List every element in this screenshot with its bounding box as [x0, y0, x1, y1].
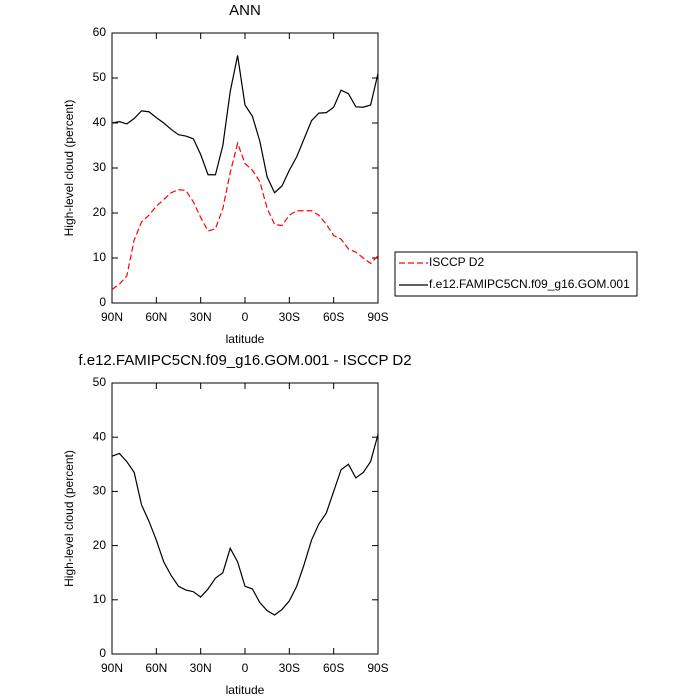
- x-tick-label: 30N: [190, 310, 212, 324]
- series-line: [111, 55, 379, 194]
- y-tick-label: 20: [93, 538, 107, 552]
- y-tick-label: 30: [93, 484, 107, 498]
- legend-box: [394, 251, 638, 297]
- y-tick-label: 0: [99, 646, 106, 660]
- chart-title: ANN: [229, 2, 261, 19]
- y-tick-label: 10: [93, 592, 107, 606]
- y-tick-label: 40: [93, 429, 107, 443]
- x-tick-label: 60N: [145, 661, 167, 675]
- plot-frame: [111, 32, 379, 304]
- y-tick-label: 0: [99, 295, 106, 309]
- y-tick-label: 10: [93, 250, 107, 264]
- chart-title: f.e12.FAMIPC5CN.f09_g16.GOM.001 - ISCCP …: [78, 352, 411, 369]
- x-tick-label: 30N: [190, 661, 212, 675]
- series-line: [111, 141, 379, 290]
- y-tick-label: 20: [93, 205, 107, 219]
- y-tick-label: 50: [93, 70, 107, 84]
- x-tick-label: 60S: [323, 661, 344, 675]
- y-tick-label: 30: [93, 160, 107, 174]
- legend-label: f.e12.FAMIPC5CN.f09_g16.GOM.001: [429, 277, 630, 291]
- x-tick-label: 60S: [323, 310, 344, 324]
- plot-frame: [111, 382, 379, 655]
- y-axis-label: High-level cloud (percent): [62, 100, 76, 237]
- x-tick-label: 90N: [101, 661, 123, 675]
- x-tick-label: 90S: [367, 310, 388, 324]
- y-tick-label: 60: [93, 25, 107, 39]
- series-line: [111, 434, 379, 616]
- x-tick-label: 0: [242, 310, 249, 324]
- x-tick-label: 30S: [279, 661, 300, 675]
- x-axis-label: latitude: [226, 683, 265, 697]
- y-axis-label: High-level cloud (percent): [62, 450, 76, 587]
- y-tick-label: 50: [93, 375, 107, 389]
- x-tick-label: 30S: [279, 310, 300, 324]
- legend-label: ISCCP D2: [429, 255, 484, 269]
- x-axis-label: latitude: [226, 332, 265, 346]
- x-tick-label: 90N: [101, 310, 123, 324]
- y-tick-label: 40: [93, 115, 107, 129]
- x-tick-label: 60N: [145, 310, 167, 324]
- x-tick-label: 0: [242, 661, 249, 675]
- x-tick-label: 90S: [367, 661, 388, 675]
